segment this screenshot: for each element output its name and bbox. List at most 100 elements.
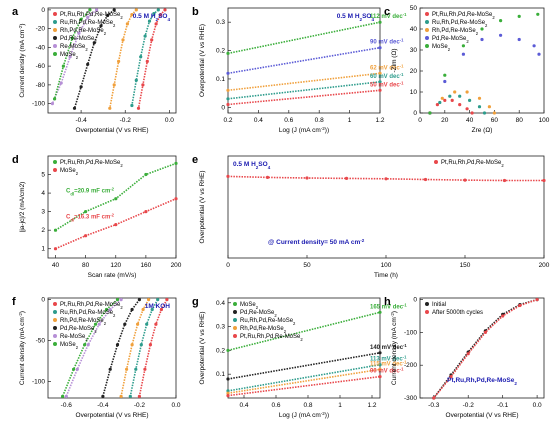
data-point [53, 247, 58, 251]
legend-marker [53, 20, 57, 24]
data-point [174, 161, 178, 165]
x-tick-label: 0.4 [239, 402, 248, 409]
data-point [226, 174, 230, 178]
series-Ru,Rh,Pd,Re-MoSe2: 60 mV dec-1 [226, 71, 404, 101]
x-tick-label: 80 [516, 117, 524, 124]
legend-label: Pt,Ru,Rh,Pd,Re-MoSe2 [60, 160, 123, 168]
data-point [83, 343, 87, 347]
data-point [108, 307, 112, 312]
legend-marker [233, 310, 237, 314]
panel-label: c [384, 6, 390, 18]
data-point [448, 94, 452, 98]
data-point [226, 88, 230, 92]
data-point [226, 389, 230, 393]
legend-marker [53, 44, 57, 48]
legend-marker [233, 334, 237, 338]
panel-annotation: 0.5 M H2SO4 [133, 13, 171, 22]
x-axis-label: Time (h) [374, 272, 398, 279]
y-tick-label: 0.3 [216, 19, 225, 26]
data-point [145, 322, 149, 326]
data-point [438, 100, 442, 105]
series-Pt,Ru,Rh,Pd,Re-MoSe2 [136, 8, 167, 110]
series-Pd,Re-MoSe2 [72, 8, 116, 110]
y-axis-label: Current density (mA cm-2) [390, 311, 399, 385]
panel-label: a [12, 6, 19, 18]
data-point [156, 298, 160, 302]
data-point [139, 55, 143, 59]
y-tick-label: 5 [41, 172, 45, 179]
y-tick-label: 0.1 [216, 371, 225, 378]
legend-label: Pt,Ru,Rh,Pd,Re-MoSe2 [60, 302, 123, 310]
data-point [165, 298, 169, 302]
data-point [450, 98, 454, 102]
x-tick-label: 200 [171, 262, 182, 269]
panel-h: h -0.3 -0.2 -0.1 0.0 -300 -200 -100 0 Overpotenti… [384, 296, 545, 419]
y-tick-label: 10 [410, 89, 418, 96]
x-tick-label: 40 [52, 262, 60, 269]
y-tick-label: 0.4 [216, 300, 225, 307]
legend-label: Pt,Ru,Rh,Pd,Re-MoSe2 [60, 12, 123, 20]
data-point [465, 107, 469, 111]
x-tick-label: 0.6 [271, 402, 280, 409]
series-Ru,Rh,Pd,Re-MoSe2 [130, 8, 160, 108]
data-point [378, 363, 382, 367]
y-tick-label: 0 [221, 104, 225, 111]
y-tick-label: -50 [36, 338, 46, 345]
legend-marker [425, 12, 429, 16]
x-tick-label: -0.6 [61, 402, 73, 409]
data-point [378, 20, 382, 24]
data-point [482, 111, 487, 115]
y-tick-label: -200 [404, 362, 417, 369]
legend-label: Re-MoSe2 [60, 44, 88, 52]
data-point [136, 106, 141, 110]
y-tick-label: 30 [410, 47, 418, 54]
data-point [435, 103, 439, 107]
data-point [226, 391, 230, 395]
legend: Pt,Ru,Rh,Pd,Re-MoSe2 [434, 160, 504, 168]
panel-annotation: 1M KOH [145, 303, 171, 310]
data-point [119, 298, 123, 302]
data-point [95, 8, 99, 12]
data-point [537, 52, 541, 56]
data-point [86, 62, 90, 66]
data-point [463, 178, 467, 182]
data-point [53, 228, 58, 232]
data-point [517, 14, 521, 18]
data-point [92, 41, 96, 45]
series-Rh,Pd,Re-MoSe2 [428, 90, 496, 115]
series-Pd,Re-MoSe2: 90 mV dec-1 [226, 37, 404, 75]
data-point [499, 33, 503, 37]
data-point [144, 210, 148, 214]
data-point [139, 343, 143, 347]
series-line [227, 368, 381, 394]
x-tick-label: 0.0 [533, 402, 542, 409]
x-axis-label: Scan rate (mV/s) [88, 272, 137, 279]
data-point [384, 177, 388, 181]
x-tick-label: 100 [381, 262, 392, 269]
legend-marker [233, 318, 237, 322]
data-point [150, 307, 154, 312]
legend-label: Ru,Rh,Pd,Re-MoSe2 [432, 20, 488, 28]
data-point [123, 322, 127, 326]
data-point [108, 367, 112, 371]
legend-label: MoSe2 [60, 52, 79, 60]
legend-marker [434, 160, 438, 164]
plot-frame [419, 7, 545, 114]
data-point [112, 8, 116, 12]
x-tick-label: 150 [460, 262, 471, 269]
slope-label: Cdl=20.9 mF cm-2 [66, 186, 115, 196]
series-Pt,Ru,Rh,Pd,Re-MoSe2: 50 mV dec-1 [226, 80, 404, 107]
plot-frame [47, 297, 177, 399]
legend-label: MoSe2 [60, 342, 79, 350]
data-point [106, 13, 110, 18]
panel-label: f [12, 296, 16, 308]
data-point [480, 27, 484, 31]
series-After 5000th cycles [432, 298, 539, 400]
legend-marker [53, 302, 57, 306]
x-tick-label: -0.2 [134, 402, 146, 409]
x-tick-label: 80 [82, 262, 90, 269]
data-point [378, 88, 382, 92]
data-point [93, 322, 98, 326]
x-tick-label: -0.4 [97, 402, 109, 409]
series-Re-MoSe2 [50, 8, 99, 106]
